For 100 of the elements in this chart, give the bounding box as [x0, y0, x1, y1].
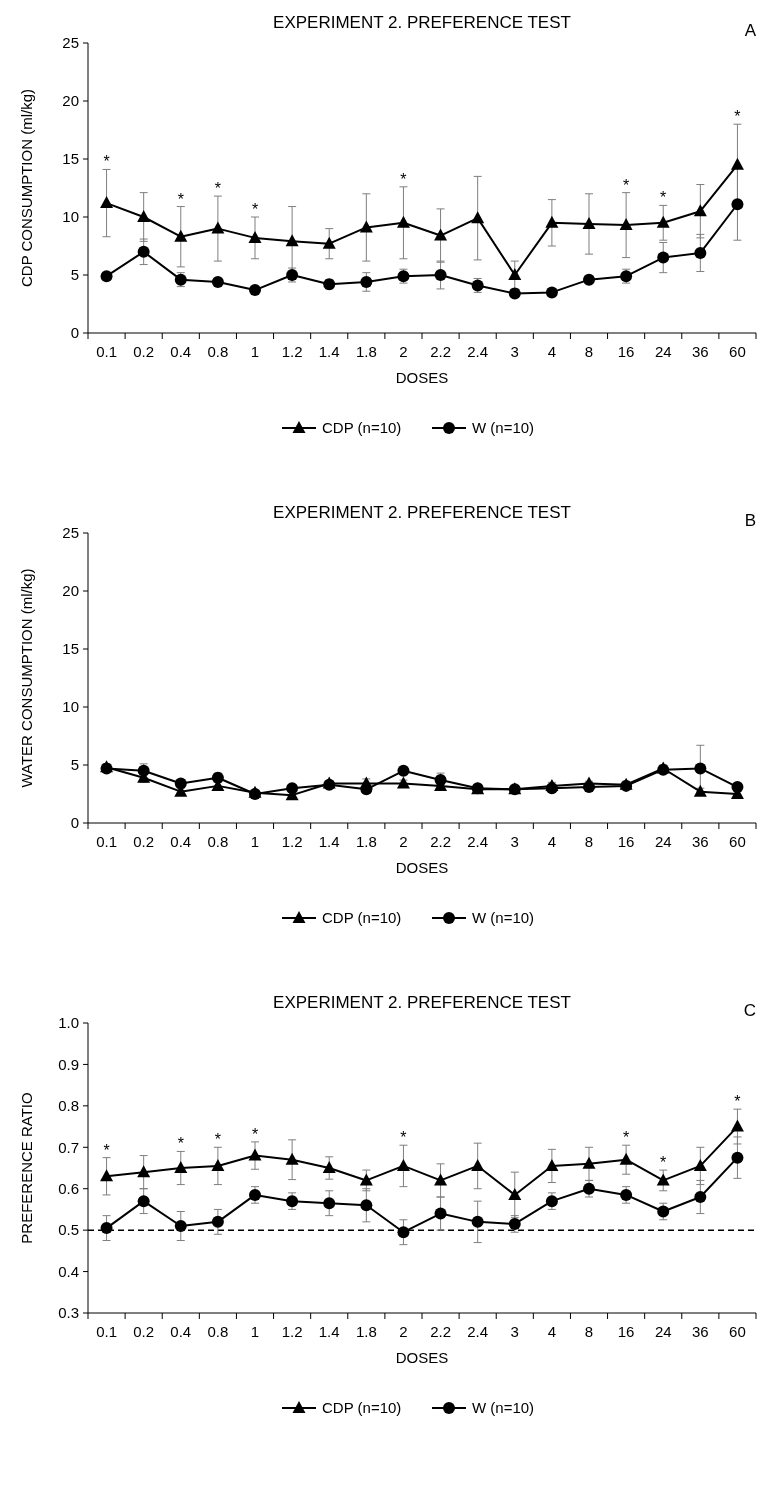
x-tick-label: 2.4	[467, 343, 489, 360]
y-tick-label: 0.6	[58, 1179, 79, 1197]
x-tick-label: 16	[617, 833, 635, 850]
y-tick-label: 25	[62, 34, 79, 52]
y-axis-title: PREFERENCE RATIO	[18, 1092, 35, 1244]
x-tick-label: 0.2	[133, 833, 155, 850]
y-tick-label: 15	[62, 640, 79, 658]
annotation: *	[734, 1093, 741, 1111]
text: B	[744, 511, 756, 530]
x-tick-label: 8	[584, 1323, 594, 1340]
y-tick-label: 0.5	[58, 1221, 79, 1239]
x-tick-label: 3	[510, 1323, 519, 1340]
x-tick-label: 16	[617, 1323, 635, 1340]
x-tick-label: 0.2	[133, 1323, 155, 1340]
x-tick-label: 1.2	[281, 1323, 303, 1340]
x-tick-label: 16	[617, 343, 635, 360]
y-tick-label: 5	[70, 266, 79, 284]
text: A	[744, 21, 757, 40]
chart-title: EXPERIMENT 2. PREFERENCE TEST	[273, 993, 571, 1012]
x-tick-label: 1	[250, 343, 260, 360]
annotation: *	[660, 1154, 667, 1172]
annotation: *	[400, 170, 407, 188]
x-tick-label: 60	[729, 343, 746, 360]
chart-title: EXPERIMENT 2. PREFERENCE TEST	[273, 13, 571, 32]
y-tick-label: 0.3	[58, 1304, 79, 1322]
x-axis-title: DOSES	[395, 1349, 449, 1366]
x-tick-label: 0.8	[207, 343, 229, 360]
text: C	[743, 1001, 756, 1020]
x-tick-label: 2.2	[430, 343, 451, 360]
annotation: *	[622, 1129, 630, 1147]
x-tick-label: 36	[691, 343, 709, 360]
annotation: *	[734, 108, 741, 126]
legend-label: W (n=10)	[472, 419, 535, 437]
x-tick-label: 0.4	[170, 1323, 192, 1340]
y-tick-label: 0	[70, 814, 79, 832]
y-tick-label: 20	[62, 92, 79, 110]
annotation: *	[622, 176, 630, 194]
x-tick-label: 3	[510, 343, 519, 360]
x-tick-label: 2.4	[467, 833, 489, 850]
y-tick-label: 0.9	[58, 1055, 79, 1073]
annotation: *	[177, 1135, 184, 1153]
x-tick-label: 24	[654, 343, 672, 360]
x-tick-label: 2.2	[430, 833, 451, 850]
x-tick-label: 0.8	[207, 1323, 229, 1340]
legend-label: W (n=10)	[472, 1399, 535, 1417]
x-tick-label: 4	[547, 1323, 557, 1340]
x-tick-label: 60	[729, 1323, 746, 1340]
y-tick-label: 0.7	[58, 1138, 79, 1156]
legend-label: CDP (n=10)	[322, 419, 402, 437]
x-tick-label: 2.2	[430, 1323, 451, 1340]
x-tick-label: 4	[547, 343, 557, 360]
annotation: *	[251, 201, 259, 218]
y-tick-label: 5	[70, 756, 79, 774]
legend-label: W (n=10)	[472, 909, 535, 927]
y-tick-label: 20	[62, 582, 79, 600]
x-tick-label: 24	[654, 1323, 672, 1340]
x-tick-label: 8	[584, 833, 594, 850]
x-axis-title: DOSES	[395, 859, 449, 876]
x-tick-label: 0.4	[170, 833, 192, 850]
y-tick-label: 1.0	[58, 1014, 79, 1032]
x-tick-label: 0.1	[96, 833, 117, 850]
x-tick-label: 0.4	[170, 343, 192, 360]
x-tick-label: 1.8	[355, 1323, 377, 1340]
x-tick-label: 0.8	[207, 833, 229, 850]
legend-label: CDP (n=10)	[322, 1399, 402, 1417]
x-tick-label: 4	[547, 833, 557, 850]
x-tick-label: 0.1	[96, 343, 117, 360]
x-tick-label: 0.2	[133, 343, 155, 360]
y-axis-title: CDP CONSUMPTION (ml/kg)	[18, 88, 35, 288]
x-tick-label: 1.2	[281, 833, 303, 850]
x-tick-label: 2	[399, 833, 408, 850]
x-tick-label: 0.1	[96, 1323, 117, 1340]
annotation: *	[251, 1125, 259, 1143]
y-tick-label: 10	[62, 208, 79, 226]
x-tick-label: 60	[729, 833, 746, 850]
x-tick-label: 8	[584, 343, 594, 360]
annotation: *	[400, 1129, 407, 1147]
x-tick-label: 1.4	[318, 343, 340, 360]
x-axis-title: DOSES	[395, 369, 449, 386]
y-tick-label: 10	[62, 698, 79, 716]
y-tick-label: 15	[62, 150, 79, 168]
y-tick-label: 0.8	[58, 1097, 79, 1115]
x-tick-label: 1	[250, 833, 260, 850]
x-tick-label: 3	[510, 833, 519, 850]
annotation: *	[214, 180, 222, 198]
x-tick-label: 1.8	[355, 343, 377, 360]
annotation: *	[103, 1141, 110, 1159]
x-tick-label: 1.4	[318, 1323, 340, 1340]
y-tick-label: 0	[70, 324, 79, 342]
x-tick-label: 2	[399, 343, 408, 360]
y-tick-label: 25	[62, 524, 79, 542]
legend-label: CDP (n=10)	[322, 909, 402, 927]
x-tick-label: 2	[399, 1323, 408, 1340]
x-tick-label: 1.4	[318, 833, 340, 850]
x-tick-label: 36	[691, 1323, 709, 1340]
x-tick-label: 2.4	[467, 1323, 489, 1340]
annotation: *	[103, 153, 110, 171]
x-tick-label: 24	[654, 833, 672, 850]
annotation: *	[177, 190, 184, 208]
x-tick-label: 1	[250, 1323, 260, 1340]
